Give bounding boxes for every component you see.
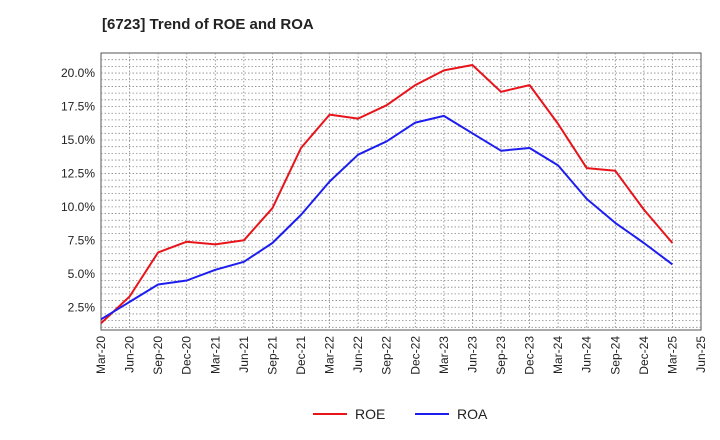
x-tick-label: Jun-21	[237, 336, 251, 373]
x-tick-label: Jun-25	[694, 336, 708, 373]
y-tick-label: 20.0%	[61, 66, 95, 80]
x-tick-label: Sep-24	[608, 336, 622, 375]
x-tick-label: Mar-24	[551, 336, 565, 374]
y-tick-label: 15.0%	[61, 133, 95, 147]
y-tick-label: 12.5%	[61, 166, 95, 180]
x-tick-label: Sep-22	[380, 336, 394, 375]
x-tick-label: Dec-20	[180, 336, 194, 375]
x-tick-label: Jun-20	[123, 336, 137, 373]
y-tick-label: 2.5%	[68, 300, 96, 314]
x-tick-label: Sep-20	[151, 336, 165, 375]
x-tick-label: Dec-23	[523, 336, 537, 375]
x-tick-label: Jun-23	[465, 336, 479, 373]
legend-label-roe: ROE	[355, 406, 385, 422]
x-tick-label: Mar-25	[665, 336, 679, 374]
x-tick-label: Dec-24	[637, 336, 651, 375]
series-line-roe	[100, 64, 674, 325]
y-tick-label: 10.0%	[61, 200, 95, 214]
x-tick-label: Jun-22	[351, 336, 365, 373]
x-tick-label: Mar-20	[94, 336, 108, 374]
y-tick-label: 5.0%	[68, 267, 96, 281]
y-tick-label: 7.5%	[68, 233, 96, 247]
x-tick-label: Dec-22	[408, 336, 422, 375]
x-tick-label: Mar-23	[437, 336, 451, 374]
x-tick-label: Dec-21	[294, 336, 308, 375]
series-line-roa	[100, 114, 674, 321]
legend-label-roa: ROA	[457, 406, 488, 422]
x-tick-label: Mar-21	[208, 336, 222, 374]
plot-area	[100, 52, 702, 331]
x-tick-label: Jun-24	[580, 336, 594, 373]
x-tick-label: Sep-21	[265, 336, 279, 375]
x-tick-label: Mar-22	[323, 336, 337, 374]
chart-title: [6723] Trend of ROE and ROA	[102, 16, 314, 33]
x-tick-label: Sep-23	[494, 336, 508, 375]
y-tick-label: 17.5%	[61, 100, 95, 114]
